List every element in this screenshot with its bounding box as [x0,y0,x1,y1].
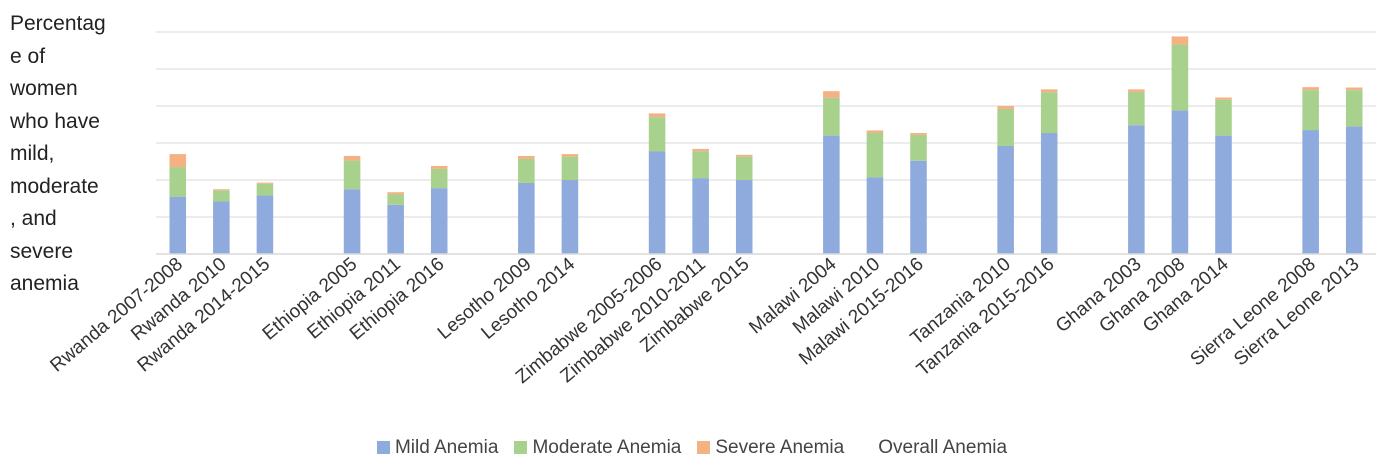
bar-segment-severe [518,155,535,159]
legend-item: Overall Anemia [860,437,1007,459]
bar-segment-severe [169,154,187,168]
legend-label: Moderate Anemia [532,437,682,458]
legend-item: Moderate Anemia [514,437,681,459]
bar-segment-mild [648,151,666,254]
legend-swatch [697,441,711,454]
y-axis-label-line: severe [10,239,74,263]
bar-segment-moderate [1215,99,1232,136]
bar-segment-severe [561,154,579,157]
bar-segment-severe [430,165,448,169]
bar-segment-severe [343,155,361,161]
bar-segment-moderate [823,97,840,136]
bar-segment-moderate [910,134,927,161]
bar-segment-severe [213,189,230,191]
legend: Mild Anemia Moderate Anemia Severe Anemia O… [0,437,1384,459]
bar-segment-mild [1302,130,1319,254]
bar-segment-moderate [1171,44,1189,111]
bar-segment-moderate [692,151,709,179]
bar-segment-mild [1040,133,1058,254]
bar-segment-severe [1040,89,1058,93]
bar-segment-moderate [561,156,579,180]
y-axis-label-line: mild, [10,142,55,165]
bar-segment-moderate [1128,91,1145,126]
bar-segment-moderate [648,117,666,152]
bar-segment-severe [1215,97,1232,100]
bar-segment-moderate [997,108,1014,146]
bar-segment-moderate [735,156,753,180]
bar-segment-severe [1302,87,1319,91]
bar-segment-severe [1345,87,1363,91]
legend-item: Severe Anemia [697,437,844,459]
y-axis-label-line: women [10,77,78,100]
legend-item: Mild Anemia [376,437,499,459]
bar-segment-moderate [866,133,884,178]
legend-label: Overall Anemia [878,437,1008,458]
bar-segment-mild [735,180,753,254]
bar-segment-mild [866,177,884,254]
gridlines [156,31,1376,218]
bar-segment-mild [518,182,535,254]
bar-segment-mild [823,135,840,254]
bar-segment-severe [648,113,666,118]
bar-segment-mild [343,189,361,254]
bar-segment-mild [1128,125,1145,255]
bar-segment-severe [823,91,840,98]
y-axis-label: Percentag e of women who have mild, moderate,… [10,8,160,301]
bar-segment-mild [1215,135,1232,254]
bar-segment-moderate [213,190,230,202]
bar-segment-mild [256,195,274,254]
bar-segment-moderate [430,168,448,189]
bar-segment-mild [387,204,404,254]
bar-segment-severe [866,130,884,134]
legend-swatch [514,441,528,454]
bar-segment-severe [1171,36,1189,45]
bar-segment-severe [910,133,927,135]
y-axis-label-line: e of [10,44,46,68]
bar-segment-moderate [518,158,535,183]
y-axis-label-line: Percentag [10,12,106,35]
bar-segment-severe [997,106,1014,109]
bar-segment-mild [430,188,448,254]
legend-label: Severe Anemia [715,437,845,458]
bar-segment-mild [1345,126,1363,254]
bar-segment-mild [561,180,579,254]
y-axis-label-line: , and [10,207,57,230]
bar-segment-moderate [1302,90,1319,131]
bar-segment-mild [997,145,1014,254]
bar-segment-moderate [1040,92,1058,134]
bar-segment-severe [387,192,404,195]
legend-swatch [860,441,873,454]
bar-segment-mild [213,201,230,254]
bar-segment-moderate [1345,90,1363,127]
bar-segment-moderate [387,194,404,205]
bar-segment-moderate [256,183,274,196]
bar-segment-severe [692,148,709,152]
bar-segment-severe [735,154,753,157]
legend-label: Mild Anemia [394,437,499,458]
bar-segment-severe [256,182,274,184]
bar-segment-mild [1171,110,1189,254]
bar-segment-severe [1128,89,1145,92]
bar-segment-mild [169,196,187,254]
legend-swatch [376,441,390,454]
bar-segment-moderate [343,160,361,190]
bar-segment-moderate [169,167,187,197]
bar-segment-mild [692,178,709,254]
y-axis-label-line: moderate [10,174,99,198]
bars [169,36,1363,255]
bar-segment-mild [910,160,927,254]
y-axis-label-line: who have [10,109,100,133]
y-axis-label-line: anemia [10,272,79,295]
